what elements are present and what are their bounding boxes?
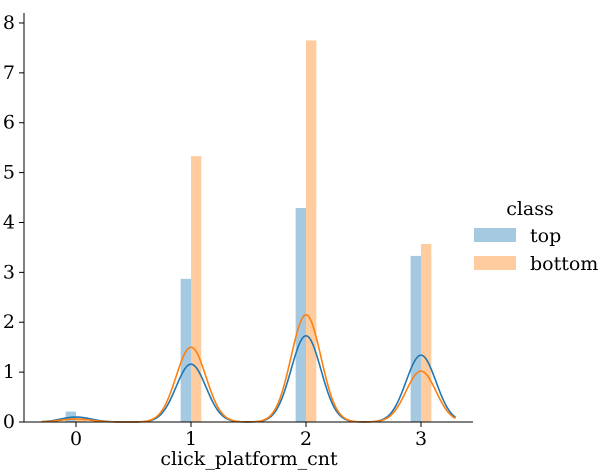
bar-bottom-3 bbox=[421, 243, 432, 422]
y-tick-label: 7 bbox=[3, 62, 15, 84]
x-tick-label: 0 bbox=[70, 428, 82, 450]
histogram-bars bbox=[65, 40, 432, 423]
x-axis-label: click_platform_cnt bbox=[160, 448, 338, 470]
legend-title: class bbox=[506, 198, 554, 220]
legend-swatch-bottom bbox=[474, 256, 516, 270]
kde-line-top bbox=[41, 334, 456, 423]
y-tick-label: 1 bbox=[3, 361, 15, 383]
y-tick-label: 8 bbox=[3, 12, 15, 34]
kde-line-bottom bbox=[41, 314, 456, 423]
legend-label-bottom: bottom bbox=[530, 253, 598, 275]
x-tick-label: 3 bbox=[415, 428, 427, 450]
y-tick-label: 4 bbox=[3, 211, 15, 233]
x-tick-label: 1 bbox=[185, 428, 197, 450]
y-tick-label: 5 bbox=[3, 162, 15, 184]
x-tick-label: 2 bbox=[300, 428, 312, 450]
axes bbox=[19, 13, 473, 427]
legend-swatch-top bbox=[474, 228, 516, 242]
bar-bottom-2 bbox=[306, 40, 317, 423]
kde-curves bbox=[41, 314, 456, 423]
bar-top-2 bbox=[295, 208, 306, 422]
bar-bottom-1 bbox=[191, 156, 202, 422]
legend-label-top: top bbox=[530, 225, 561, 247]
legend: class top bottom bbox=[474, 198, 598, 275]
bar-bottom-0 bbox=[76, 419, 87, 422]
y-tick-label: 3 bbox=[3, 261, 15, 283]
y-tick-label: 6 bbox=[3, 112, 15, 134]
bar-top-3 bbox=[410, 255, 421, 422]
tick-labels: 0 1 2 3 4 5 6 7 8 0 1 2 3 bbox=[3, 12, 427, 450]
y-tick-label: 2 bbox=[3, 311, 15, 333]
y-tick-label: 0 bbox=[3, 411, 15, 433]
